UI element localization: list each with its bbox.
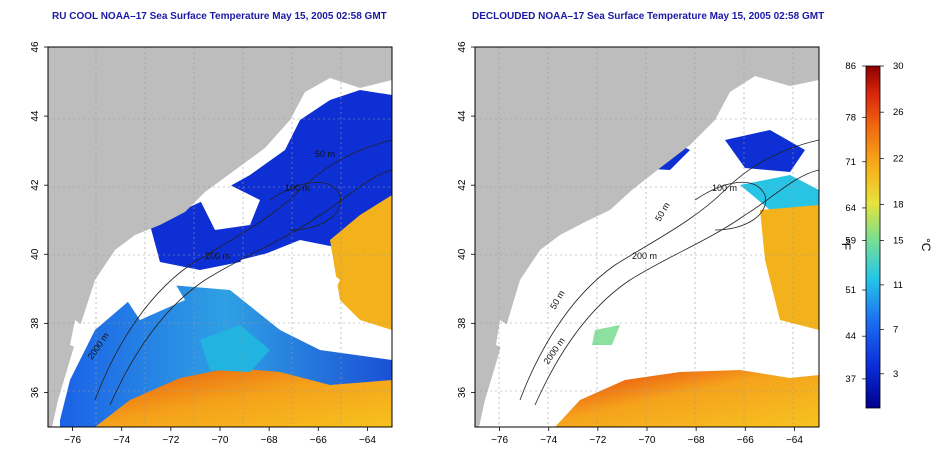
right-gulf-stream bbox=[555, 370, 819, 427]
colorbar-c-tick-label: 22 bbox=[893, 153, 904, 164]
colorbar-f-tick-label: 64 bbox=[845, 203, 856, 214]
left-warm-eddy bbox=[330, 195, 392, 330]
colorbar-gradient bbox=[865, 65, 881, 409]
left-contours bbox=[94, 139, 392, 406]
colorbar-c-tick-label: 30 bbox=[893, 61, 904, 72]
left-contour-label-200: 200 m bbox=[205, 251, 230, 261]
colorbar-c-tick-label: 18 bbox=[893, 200, 904, 211]
colorbar-ticks: 86 78 71 64 59 51 44 37 30 26 22 18 15 11 7 3 bbox=[845, 61, 903, 385]
right-map-panel: 100 m 50 m 200 m 50 m 2000 m bbox=[474, 46, 820, 428]
left-map-title: RU COOL NOAA–17 Sea Surface Temperature … bbox=[52, 11, 387, 22]
right-x-tick-label: −68 bbox=[688, 435, 705, 446]
left-land bbox=[48, 47, 392, 427]
left-y-tick-label: 44 bbox=[30, 110, 41, 122]
left-x-tick-label: −66 bbox=[310, 435, 327, 446]
colorbar-c-tick-label: 26 bbox=[893, 107, 904, 118]
right-contour-label-100: 100 m bbox=[712, 183, 737, 193]
left-cloud-b bbox=[240, 245, 340, 320]
right-x-tick-label: −74 bbox=[540, 435, 557, 446]
left-contour-label-100: 100 m bbox=[285, 183, 310, 193]
right-y-tick-label: 40 bbox=[457, 248, 468, 260]
right-bay bbox=[496, 320, 515, 350]
left-y-tick-label: 38 bbox=[30, 317, 41, 329]
colorbar-c-tick-label: 3 bbox=[893, 369, 898, 380]
left-x-tick-label: −70 bbox=[212, 435, 229, 446]
left-grid bbox=[48, 47, 392, 427]
right-x-tick-label: −66 bbox=[737, 435, 754, 446]
left-x-tick-label: −64 bbox=[359, 435, 376, 446]
right-y-tick-label: 36 bbox=[457, 386, 468, 398]
colorbar: 86 78 71 64 59 51 44 37 30 26 22 18 15 11 7 3 °F °C bbox=[839, 61, 933, 409]
right-y-tick-label: 46 bbox=[457, 41, 468, 53]
left-y-tick-label: 40 bbox=[30, 248, 41, 260]
colorbar-f-tick-label: 51 bbox=[845, 285, 856, 296]
right-x-tick-label: −70 bbox=[639, 435, 656, 446]
right-contour-label-200: 200 m bbox=[632, 251, 657, 261]
left-x-tick-label: −74 bbox=[113, 435, 130, 446]
left-teal-patch bbox=[200, 325, 270, 372]
left-cold-water bbox=[150, 90, 392, 270]
right-y-tick-label: 44 bbox=[457, 110, 468, 122]
left-contour-label-50: 50 m bbox=[315, 149, 335, 159]
right-x-tick-label: −64 bbox=[786, 435, 803, 446]
right-y-tick-label: 42 bbox=[457, 179, 468, 191]
colorbar-c-tick-label: 15 bbox=[893, 235, 904, 246]
left-x-tick-label: −68 bbox=[261, 435, 278, 446]
colorbar-f-tick-label: 71 bbox=[845, 157, 856, 168]
right-y-tick-label: 38 bbox=[457, 317, 468, 329]
left-x-tick-label: −72 bbox=[162, 435, 179, 446]
left-gulf-stream bbox=[95, 368, 392, 427]
colorbar-f-label: °F bbox=[839, 238, 853, 250]
colorbar-c-label: °C bbox=[919, 238, 933, 252]
right-x-tick-label: −72 bbox=[589, 435, 606, 446]
left-bay bbox=[70, 320, 90, 350]
right-grid bbox=[475, 47, 819, 427]
left-map-panel: 100 m 50 m 200 m 2000 m bbox=[47, 46, 393, 428]
right-map-title: DECLOUDED NOAA–17 Sea Surface Temperatur… bbox=[472, 11, 825, 22]
left-y-tick-label: 46 bbox=[30, 41, 41, 53]
right-contours bbox=[519, 139, 819, 406]
colorbar-f-tick-label: 37 bbox=[845, 374, 856, 385]
left-x-tick-label: −76 bbox=[64, 435, 81, 446]
colorbar-c-tick-label: 7 bbox=[893, 324, 898, 335]
colorbar-f-tick-label: 59 bbox=[845, 235, 856, 246]
left-y-tick-label: 42 bbox=[30, 179, 41, 191]
left-cloud-a bbox=[200, 185, 260, 230]
colorbar-f-tick-label: 78 bbox=[845, 112, 856, 123]
right-warm-eddy bbox=[760, 205, 819, 330]
right-land bbox=[475, 47, 819, 427]
right-green-patch bbox=[592, 325, 620, 345]
left-cloud-c bbox=[120, 275, 185, 320]
colorbar-f-tick-label: 86 bbox=[845, 61, 856, 72]
right-x-tick-label: −76 bbox=[491, 435, 508, 446]
colorbar-c-tick-label: 11 bbox=[893, 280, 903, 291]
left-y-tick-label: 36 bbox=[30, 386, 41, 398]
right-cold-patch-b bbox=[725, 130, 805, 172]
colorbar-f-tick-label: 44 bbox=[845, 331, 856, 342]
right-teal-patch bbox=[740, 175, 819, 210]
axes-layer: −76 −74 −72 −70 −68 −66 −64 36 38 40 42 44 46 −76 −74 −… bbox=[30, 41, 803, 446]
